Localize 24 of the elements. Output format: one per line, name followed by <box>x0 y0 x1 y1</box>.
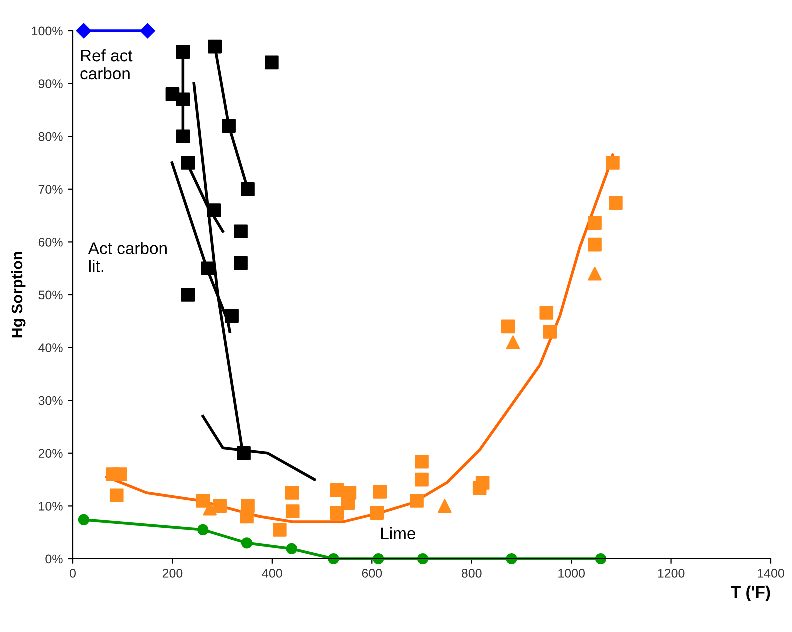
x-tick-label: 1400 <box>758 569 784 578</box>
y-tick-label: 90% <box>38 80 63 88</box>
annotation: Lime <box>381 527 416 540</box>
annotation: Ref act carbon <box>80 50 133 80</box>
x-axis-title: T ('F) <box>731 586 770 602</box>
y-tick-label: 20% <box>38 449 63 458</box>
y-tick-label: 80% <box>38 132 63 142</box>
y-axis-title: Hg Sorption <box>11 252 26 338</box>
x-tick-label: 200 <box>162 569 183 578</box>
y-tick-label: 0% <box>46 554 63 564</box>
x-tick-label: 1200 <box>658 569 685 578</box>
y-tick-label: 70% <box>38 185 63 194</box>
y-tick-label: 60% <box>38 238 63 247</box>
y-tick-label: 10% <box>39 502 63 511</box>
y-tick-label: 50% <box>38 290 63 300</box>
x-tick-label: 1000 <box>558 569 585 578</box>
annotation: Act carbon lit. <box>88 242 167 272</box>
x-tick-label: 0 <box>70 569 76 578</box>
y-tick-label: 30% <box>38 396 63 406</box>
y-tick-label: 100% <box>32 26 63 36</box>
y-tick-label: 40% <box>38 344 63 352</box>
x-tick-label: 800 <box>462 569 482 578</box>
x-tick-label: 600 <box>362 569 382 578</box>
x-tick-label: 400 <box>262 569 282 578</box>
